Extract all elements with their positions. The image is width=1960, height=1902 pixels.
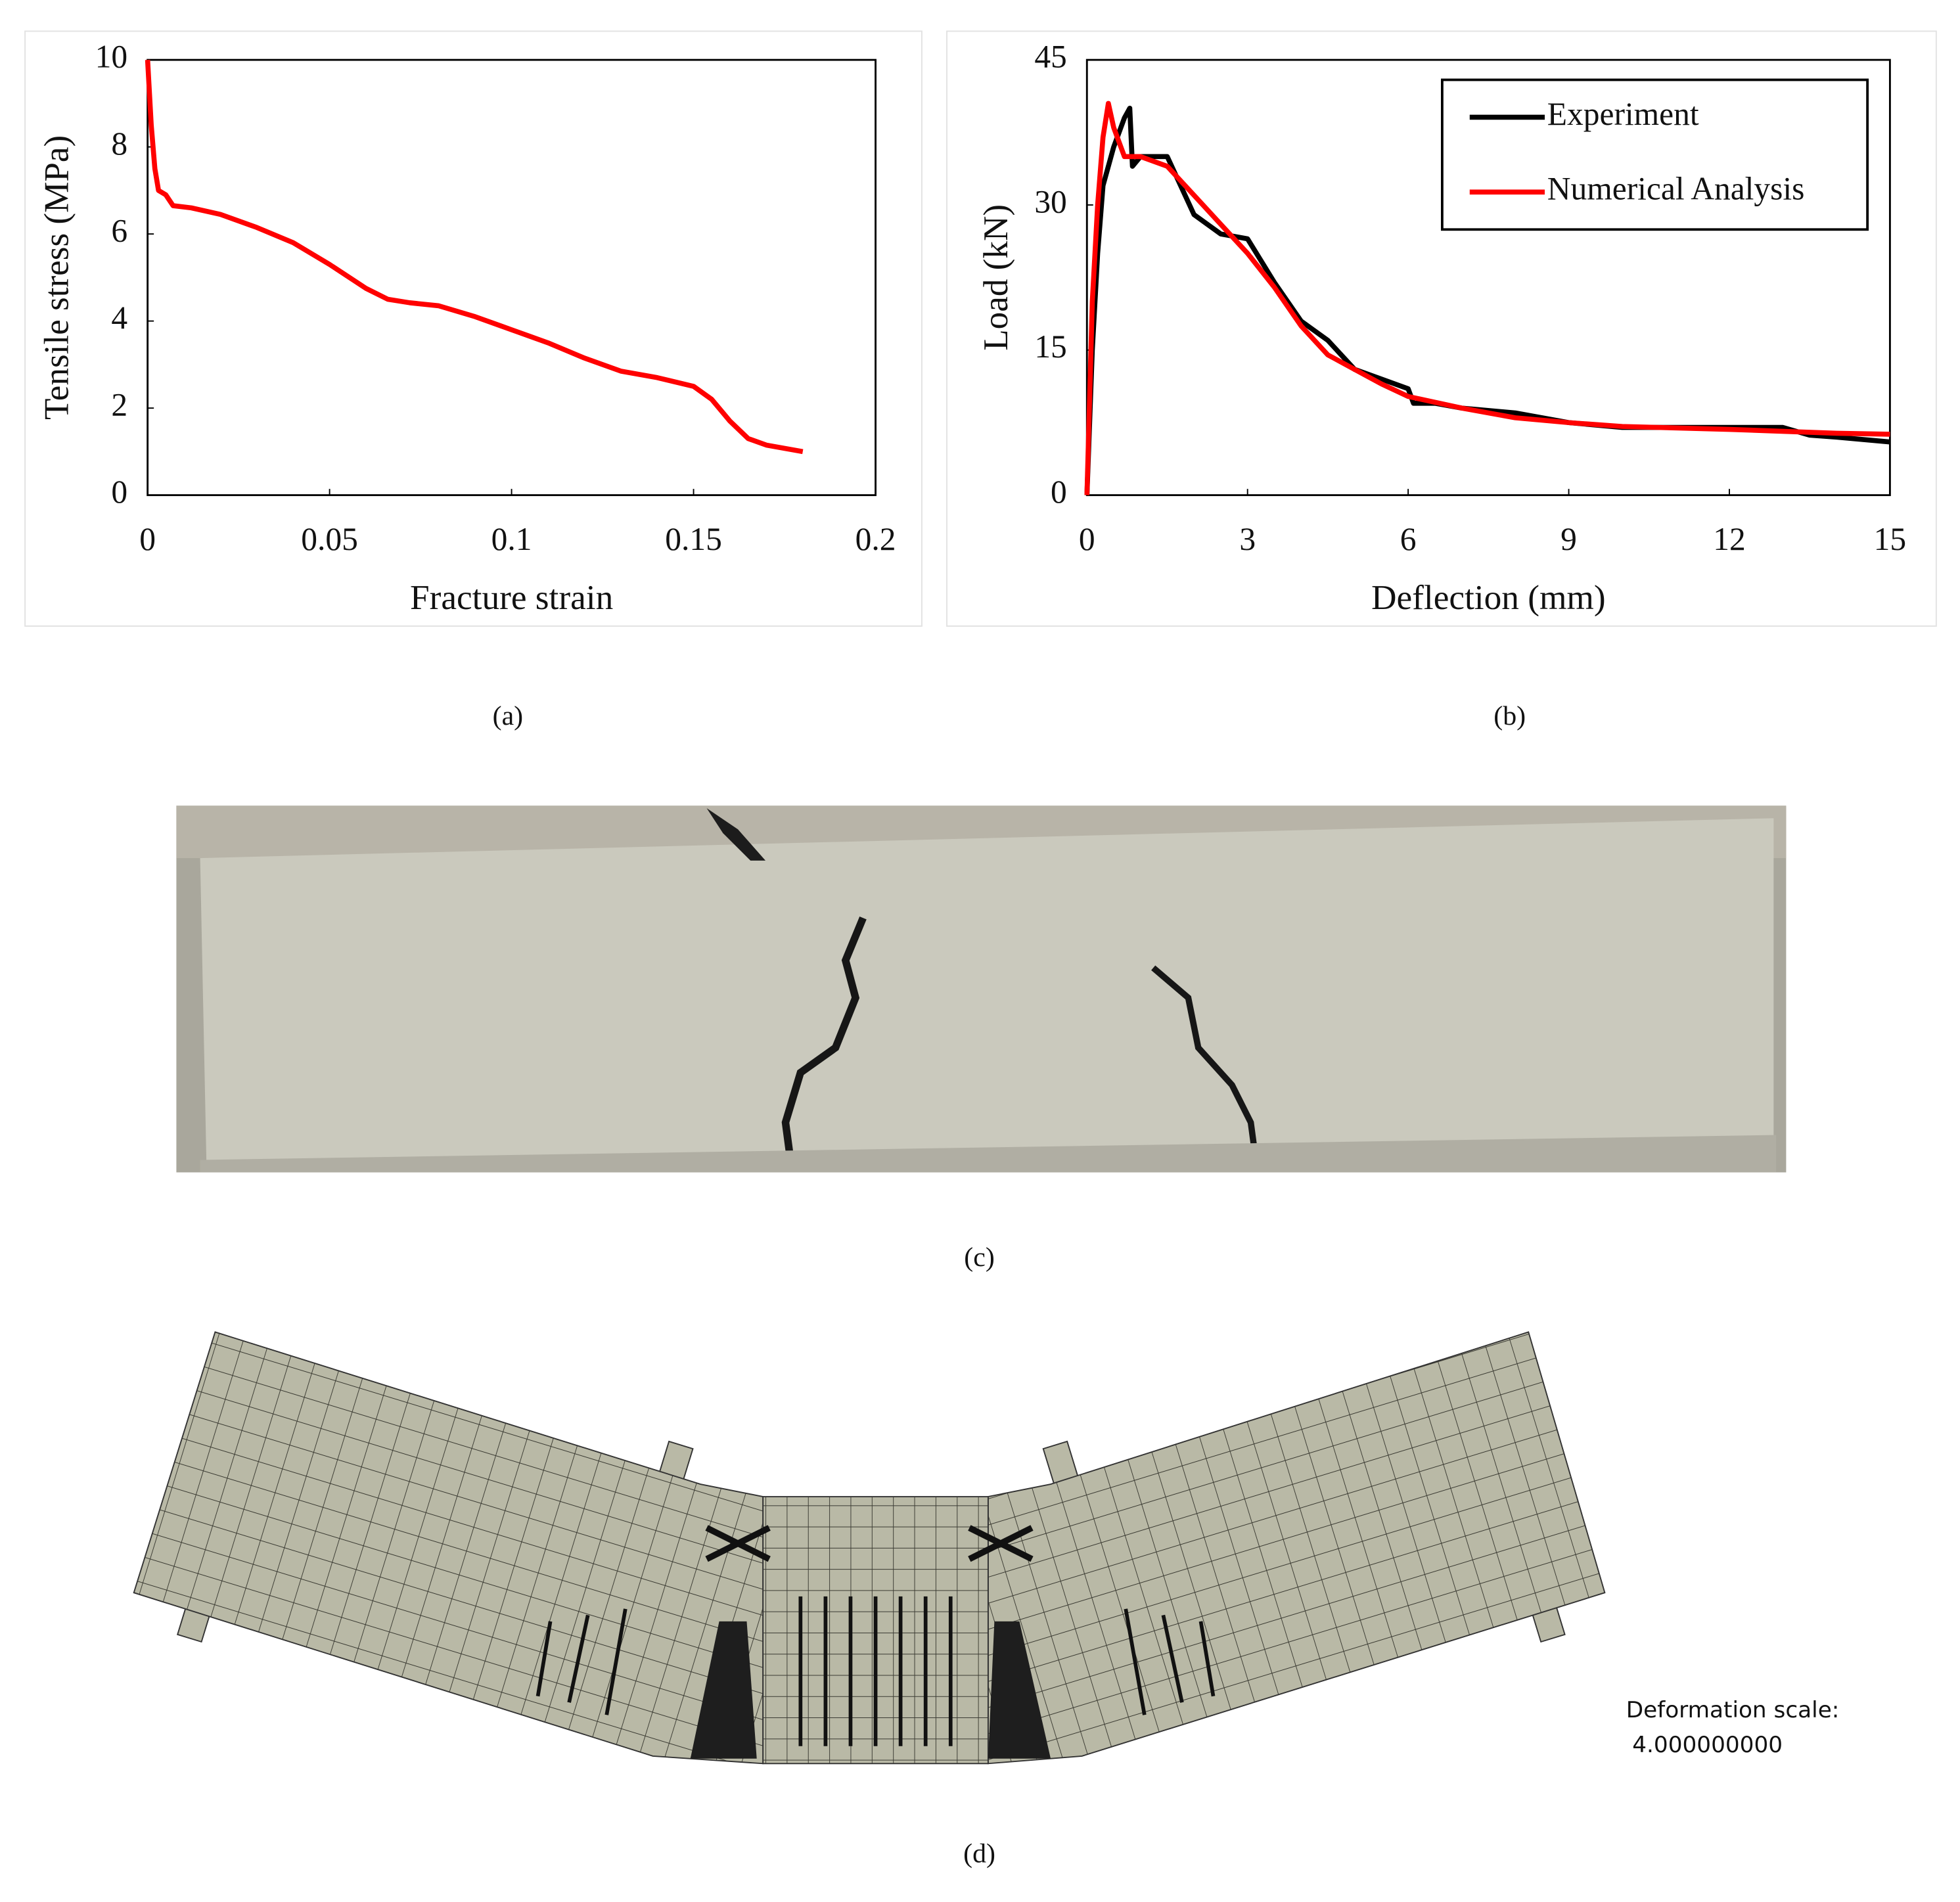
y-tick-label: 0 bbox=[1051, 474, 1067, 510]
legend-label: Experiment bbox=[1547, 96, 1699, 132]
panel-frame bbox=[24, 30, 923, 627]
caption: (a) bbox=[493, 701, 523, 731]
y-axis-title: Load (kN) bbox=[976, 204, 1015, 351]
y-tick-label: 0 bbox=[111, 474, 127, 510]
legend-box bbox=[1440, 78, 1869, 231]
caption: (b) bbox=[1493, 701, 1526, 731]
y-tick-label: 2 bbox=[111, 387, 127, 423]
caption: (c) bbox=[964, 1242, 994, 1273]
x-tick-label: 0 bbox=[139, 521, 156, 557]
fe-mesh bbox=[133, 1331, 1606, 1765]
plot-area bbox=[1085, 58, 1891, 497]
legend-label: Numerical Analysis bbox=[1547, 171, 1805, 207]
panel-frame bbox=[946, 30, 1937, 627]
line bbox=[145, 59, 804, 455]
y-tick-label: 45 bbox=[1034, 39, 1066, 75]
deformation-label: Deformation scale: bbox=[1626, 1697, 1840, 1723]
x-axis-title: Fracture strain bbox=[410, 578, 613, 617]
x-tick-label: 0.05 bbox=[301, 521, 358, 557]
y-axis-title: Tensile stress (MPa) bbox=[37, 135, 76, 420]
y-tick-label: 15 bbox=[1034, 328, 1066, 365]
x-axis-title: Deflection (mm) bbox=[1371, 578, 1606, 617]
x-tick-label: 6 bbox=[1400, 521, 1417, 557]
x-tick-label: 12 bbox=[1713, 521, 1745, 557]
x-tick-label: 0.15 bbox=[665, 521, 722, 557]
y-tick-label: 30 bbox=[1034, 183, 1066, 219]
x-tick-label: 0.1 bbox=[491, 521, 532, 557]
y-tick-label: 4 bbox=[111, 300, 127, 336]
x-tick-label: 0 bbox=[1079, 521, 1095, 557]
line bbox=[1084, 101, 1890, 495]
y-tick-label: 8 bbox=[111, 125, 127, 162]
deformation-value: 4.000000000 bbox=[1632, 1732, 1783, 1758]
y-tick-label: 10 bbox=[95, 39, 127, 75]
x-tick-label: 0.2 bbox=[855, 521, 896, 557]
x-tick-label: 15 bbox=[1874, 521, 1906, 557]
caption: (d) bbox=[963, 1838, 995, 1868]
x-tick-label: 9 bbox=[1561, 521, 1577, 557]
y-tick-label: 6 bbox=[111, 213, 127, 249]
plot-area bbox=[147, 58, 877, 497]
x-tick-label: 3 bbox=[1239, 521, 1256, 557]
specimen-photo bbox=[176, 805, 1787, 1173]
